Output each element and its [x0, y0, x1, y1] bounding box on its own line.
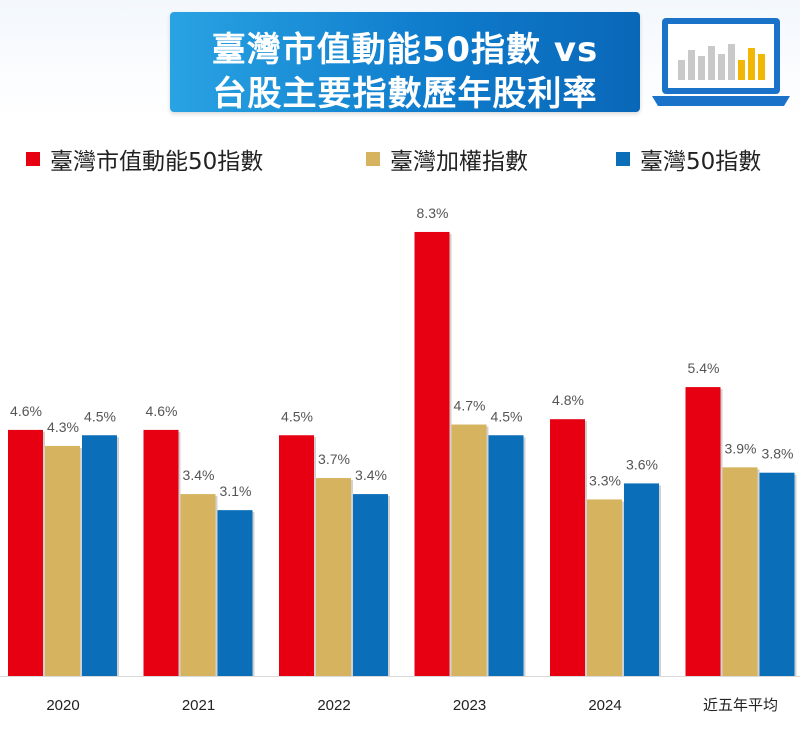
- title-box: 臺灣市值動能50指數 vs 台股主要指數歷年股利率: [170, 12, 640, 114]
- legend-swatch-blue: [616, 152, 630, 166]
- data-label: 3.3%: [589, 472, 621, 488]
- laptop-chart-icon: [652, 18, 790, 106]
- category-label: 2020: [46, 697, 79, 714]
- data-label: 4.5%: [281, 408, 313, 424]
- legend-swatch-gold: [366, 152, 380, 166]
- data-label: 4.6%: [10, 403, 42, 419]
- category-label: 2024: [588, 697, 621, 714]
- data-label: 8.3%: [417, 205, 449, 221]
- chart-legend: 臺灣市值動能50指數 臺灣加權指數 臺灣50指數: [0, 142, 800, 176]
- data-label: 4.3%: [47, 419, 79, 435]
- bar-2023-series2: [451, 424, 487, 676]
- data-label: 3.9%: [725, 440, 757, 456]
- header-banner: 臺灣市值動能50指數 vs 台股主要指數歷年股利率: [0, 0, 800, 118]
- bar-2024-series3: [624, 483, 659, 676]
- bar-2022-series3: [353, 494, 388, 676]
- bar-2023-series3: [488, 435, 524, 676]
- bar-2021-series1: [143, 429, 179, 676]
- bar-2022-series2: [316, 478, 351, 676]
- bar-2022-series1: [279, 435, 314, 676]
- legend-item-series3: 臺灣50指數: [616, 142, 761, 176]
- legend-item-series1: 臺灣市值動能50指數: [26, 142, 263, 176]
- bar-近五年平均-series2: [722, 467, 758, 676]
- legend-label-series2: 臺灣加權指數: [390, 149, 528, 175]
- bar-2024-series1: [550, 419, 585, 676]
- category-label: 2021: [182, 697, 215, 714]
- bar-近五年平均-series3: [759, 472, 795, 676]
- data-label: 3.6%: [626, 456, 658, 472]
- bar-2023-series1: [414, 231, 450, 676]
- bar-2024-series2: [587, 499, 622, 676]
- legend-label-series3: 臺灣50指數: [640, 149, 762, 175]
- legend-swatch-red: [26, 152, 40, 166]
- data-label: 4.5%: [491, 408, 523, 424]
- data-label: 4.8%: [552, 392, 584, 408]
- bar-2020-series1: [8, 429, 43, 676]
- data-label: 5.4%: [688, 360, 720, 376]
- chart-title-line2: 台股主要指數歷年股利率: [212, 74, 598, 114]
- legend-label-series1: 臺灣市值動能50指數: [50, 149, 264, 175]
- category-label: 2023: [453, 697, 486, 714]
- bar-2021-series3: [217, 510, 253, 676]
- category-label: 2022: [317, 697, 350, 714]
- bar-2020-series3: [82, 435, 117, 676]
- chart-title-line1: 臺灣市值動能50指數 vs: [211, 30, 599, 70]
- bar-2021-series2: [180, 494, 216, 676]
- data-label: 3.8%: [762, 446, 794, 462]
- data-label: 3.4%: [183, 467, 215, 483]
- data-label: 3.4%: [355, 467, 387, 483]
- data-label: 3.1%: [220, 483, 252, 499]
- data-label: 4.6%: [146, 403, 178, 419]
- data-label: 4.7%: [454, 398, 486, 414]
- category-label: 近五年平均: [703, 697, 778, 714]
- bar-近五年平均-series1: [685, 387, 721, 676]
- data-label: 4.5%: [84, 408, 116, 424]
- bar-2020-series2: [45, 445, 80, 676]
- bar-chart: 4.6% 4.3% 4.5% 2020 4.6% 3.4% 3.1% 2021 4.5% 3.7%…: [0, 205, 800, 714]
- data-label: 3.7%: [318, 451, 350, 467]
- legend-item-series2: 臺灣加權指數: [366, 142, 528, 176]
